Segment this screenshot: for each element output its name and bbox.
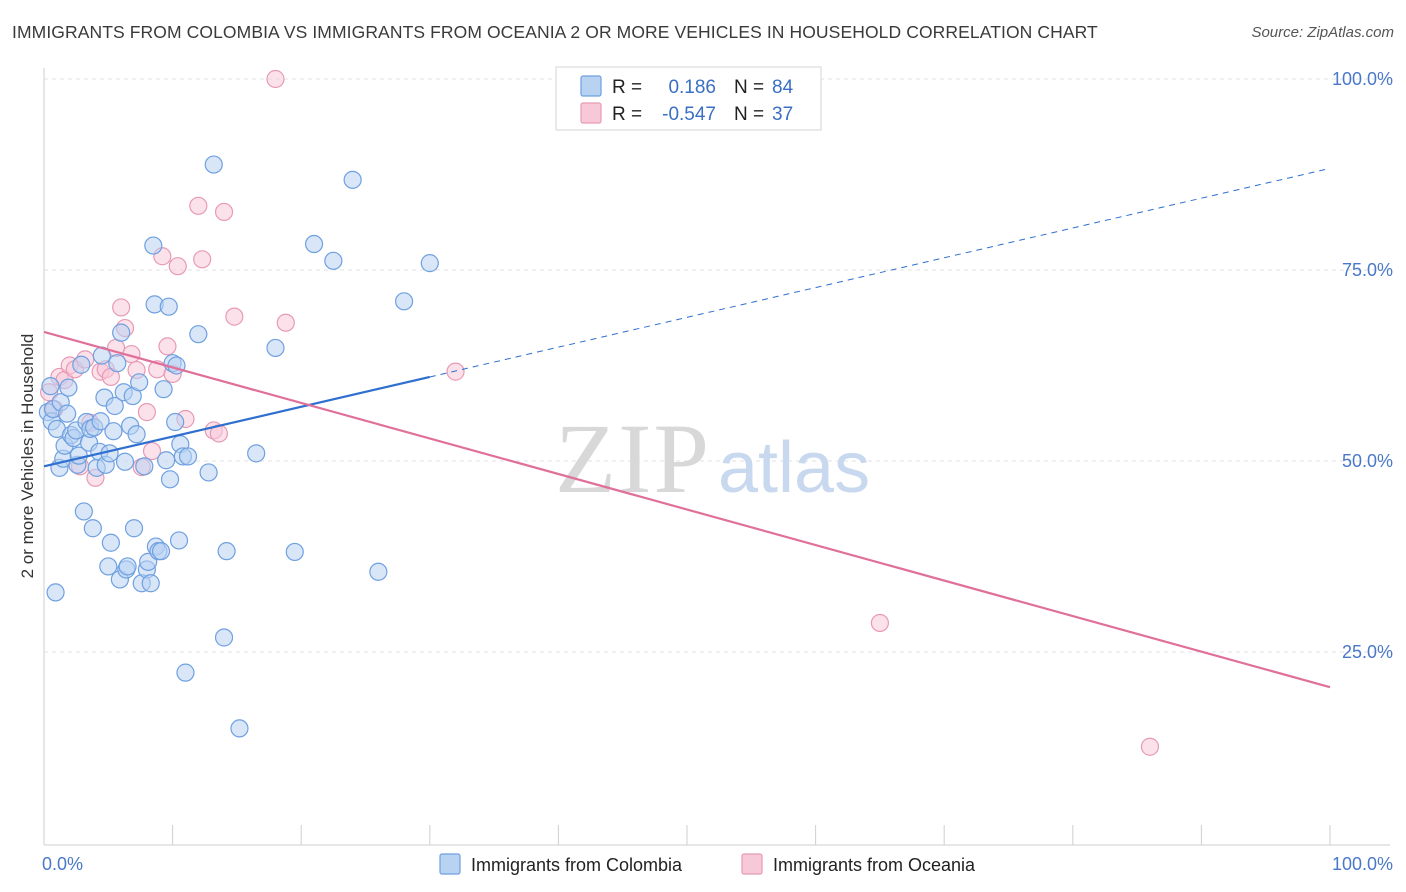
data-point (420, 254, 439, 273)
series-colombia-points (38, 155, 439, 738)
data-point (230, 719, 249, 738)
data-point (217, 542, 236, 561)
data-point (166, 412, 185, 432)
y-tick-label: 100.0% (1332, 69, 1393, 89)
legend-r-label: R = (612, 77, 642, 98)
data-point (130, 373, 149, 392)
data-point (276, 313, 295, 332)
chart-title: IMMIGRANTS FROM COLOMBIA VS IMMIGRANTS F… (12, 22, 1098, 42)
data-point (285, 542, 304, 562)
trend-line-colombia-extrapolated (429, 167, 1331, 378)
watermark-zip: ZIP (555, 403, 711, 514)
data-point (225, 307, 244, 326)
x-tick-label: 100.0% (1332, 854, 1393, 874)
data-point (151, 542, 171, 561)
legend-n-label: N = (734, 77, 764, 98)
data-point (169, 531, 189, 550)
legend-r-value: 0.186 (668, 77, 716, 98)
data-point (142, 441, 162, 461)
data-point (160, 470, 180, 489)
legend-swatch (580, 102, 602, 124)
data-point (124, 519, 144, 538)
watermark-atlas: atlas (718, 428, 870, 508)
data-point (159, 297, 178, 316)
data-point (189, 196, 208, 215)
legend-swatch-bottom (741, 853, 763, 875)
data-point (99, 557, 118, 576)
data-point (58, 404, 77, 423)
y-tick-label: 75.0% (1342, 260, 1393, 280)
data-point (343, 170, 362, 189)
data-point (266, 69, 285, 89)
tick-labels: 100.0% 75.0% 50.0% 25.0% 0.0% 100.0% (42, 69, 1393, 874)
data-point (141, 574, 160, 593)
data-point (154, 380, 173, 399)
data-point (112, 298, 131, 317)
y-tick-label: 25.0% (1342, 642, 1393, 662)
data-point (41, 377, 60, 396)
legend-n-label: N = (734, 104, 764, 125)
axes (43, 68, 1390, 846)
data-point (176, 663, 195, 682)
data-point (158, 337, 177, 356)
data-point (446, 362, 465, 381)
data-point (118, 557, 137, 576)
y-axis-label: 2 or more Vehicles in Household (18, 334, 37, 579)
data-point (214, 202, 234, 222)
data-point (304, 234, 324, 254)
legend-series-name: Immigrants from Colombia (471, 855, 683, 875)
watermark: ZIP atlas (555, 403, 870, 514)
data-point (193, 250, 212, 269)
x-tick-label: 0.0% (42, 854, 83, 874)
data-point (1140, 737, 1160, 756)
trend-line-oceania (43, 330, 1331, 689)
stats-legend: R = 0.186 N = 84 R = -0.547 N = 37 (555, 66, 822, 131)
legend-series-name: Immigrants from Oceania (773, 855, 976, 875)
grid-lines (44, 78, 1390, 653)
data-point (115, 452, 135, 471)
data-point (199, 463, 218, 482)
data-point (104, 422, 123, 441)
data-point (74, 502, 93, 521)
legend-r-label: R = (612, 104, 642, 125)
legend-swatch (580, 75, 602, 97)
trend-line-colombia (43, 375, 431, 468)
data-point (137, 403, 156, 422)
data-point (394, 292, 414, 311)
data-point (135, 457, 154, 476)
legend-swatch-bottom (439, 853, 461, 875)
chart-source: Source: ZipAtlas.com (1251, 24, 1394, 41)
data-point (247, 444, 266, 463)
series-legend: Immigrants from Colombia Immigrants from … (439, 853, 976, 875)
data-point (168, 257, 187, 276)
data-point (189, 325, 208, 344)
legend-n-value: 37 (772, 104, 793, 125)
data-point (127, 425, 146, 444)
data-point (214, 628, 234, 647)
data-point (59, 378, 78, 397)
data-point (105, 396, 124, 416)
data-point (870, 613, 890, 633)
data-point (112, 323, 131, 342)
data-point (204, 155, 223, 174)
data-point (266, 338, 285, 358)
data-point (101, 533, 120, 552)
data-point (108, 354, 127, 373)
legend-n-value: 84 (772, 77, 794, 98)
legend-r-value: -0.547 (662, 104, 716, 125)
data-point (91, 412, 110, 431)
data-point (83, 519, 102, 538)
data-point (324, 251, 343, 270)
data-point (178, 447, 198, 466)
y-tick-label: 50.0% (1342, 451, 1393, 471)
data-point (46, 583, 65, 602)
data-point (157, 451, 176, 470)
data-point (369, 562, 388, 581)
data-point (144, 236, 163, 255)
data-point (167, 356, 186, 375)
trend-lines (43, 167, 1331, 689)
data-point (72, 355, 91, 374)
